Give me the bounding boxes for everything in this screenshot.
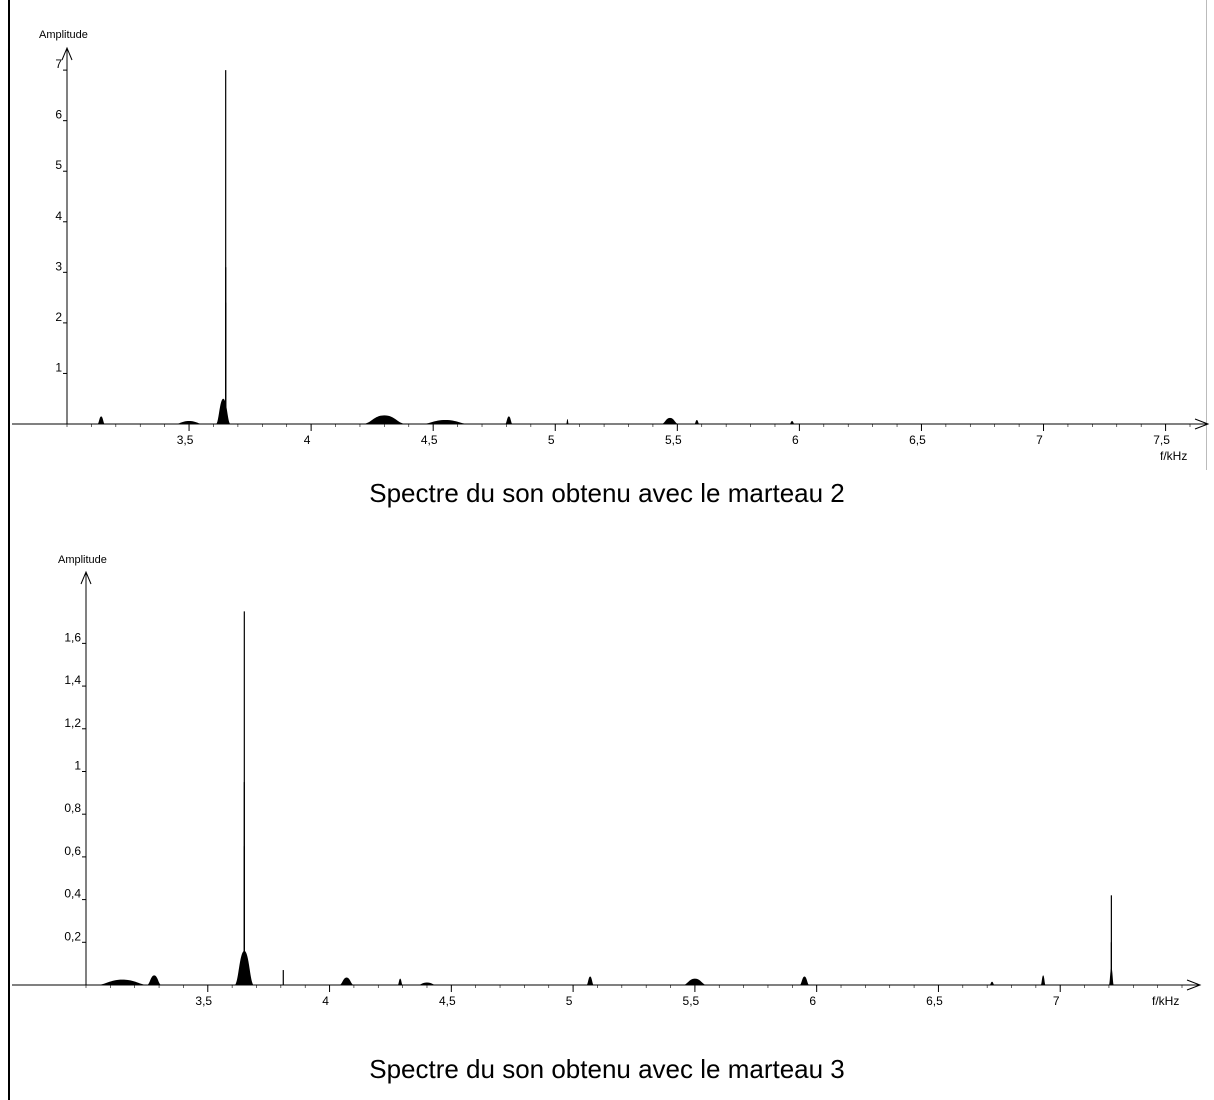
x-tick-label: 3,5 (195, 994, 212, 1008)
spectrum-chart-hammer-3: Amplitude f/kHz 3,5 4 4,5 5 5,5 6 6,5 7 0,2 0,4 0,6 0… (0, 540, 1214, 1025)
spectrum-bump (989, 981, 995, 985)
y-tick-label: 0,6 (64, 844, 81, 858)
spectrum-bump (789, 420, 795, 424)
y-tick-label: 4 (55, 209, 62, 223)
y-tick-label: 3 (55, 259, 62, 273)
spectrum-bump (339, 977, 354, 985)
x-tick-label: 7,5 (1153, 433, 1170, 447)
y-axis-arrow (61, 46, 73, 61)
spectrum-bump (566, 418, 569, 424)
y-tick-label: 5 (55, 158, 62, 172)
y-tick-label: 0,8 (64, 801, 81, 815)
spectrum-bump (97, 416, 105, 424)
page-border-right (1206, 0, 1207, 470)
spectrum-bump (362, 415, 407, 424)
spectrum-bump (661, 417, 679, 424)
y-tick-label: 1 (55, 360, 62, 374)
x-tick-label: 6,5 (909, 433, 926, 447)
y-tick-label: 1,4 (64, 673, 81, 687)
y-tick-label: 0,2 (64, 929, 81, 943)
x-tick-label: 4 (304, 433, 311, 447)
spectrum-bump (420, 419, 470, 424)
y-tick-label: 1,6 (64, 630, 81, 644)
spectrum-bump (694, 419, 700, 424)
x-axis-label: f/kHz (1160, 449, 1187, 463)
y-axis-label: Amplitude (58, 554, 107, 566)
x-tick-label: 6 (792, 433, 799, 447)
x-tick-label: 6 (809, 994, 816, 1008)
x-tick-label: 3,5 (177, 433, 194, 447)
spectrum-bump (397, 978, 403, 985)
spectrum-bump (417, 982, 437, 985)
y-tick-label: 7 (55, 57, 62, 71)
spectrum-bump (174, 420, 204, 424)
y-tick-label: 6 (55, 108, 62, 122)
y-axis-label: Amplitude (39, 29, 88, 41)
spectrum-bump (586, 976, 594, 985)
x-tick-label: 6,5 (926, 994, 943, 1008)
y-axis-arrow (80, 570, 92, 585)
spectrum-chart-svg: Amplitude f/kHz 3,5 4 4,5 5 5,5 6 6,5 7 7,5 1 2 3 4 5 6 7 (12, 29, 1210, 463)
x-tick-label: 4 (322, 994, 329, 1008)
spectrum-chart-hammer-2: Amplitude f/kHz 3,5 4 4,5 5 5,5 6 6,5 7 7,5 1 2 3 4 5 6 7 (0, 0, 1214, 470)
x-axis-arrow (1186, 979, 1202, 991)
spectrum-bump (215, 398, 231, 424)
spectrum-bump (682, 978, 708, 985)
x-tick-label: 5,5 (665, 433, 682, 447)
x-axis-label: f/kHz (1152, 994, 1179, 1008)
x-axis-arrow (1194, 418, 1210, 430)
x-tick-label: 5 (566, 994, 573, 1008)
x-tick-label: 4,5 (439, 994, 456, 1008)
x-tick-label: 7 (1053, 994, 1060, 1008)
x-tick-label: 4,5 (421, 433, 438, 447)
chart-caption-hammer-2: Spectre du son obtenu avec le marteau 2 (369, 478, 845, 508)
page-border-left (8, 0, 10, 1100)
x-tick-label: 5 (548, 433, 555, 447)
spectrum-bump (505, 416, 513, 424)
chart-caption-hammer-3: Spectre du son obtenu avec le marteau 3 (369, 1054, 845, 1084)
y-tick-label: 1 (74, 758, 81, 772)
x-tick-label: 7 (1036, 433, 1043, 447)
y-tick-label: 1,2 (64, 716, 81, 730)
spectrum-chart-svg: Amplitude f/kHz 3,5 4 4,5 5 5,5 6 6,5 7 0,2 0,4 0,6 0… (12, 554, 1202, 1008)
y-tick-label: 0,4 (64, 887, 81, 901)
spectrum-bump (146, 975, 162, 985)
x-tick-label: 5,5 (683, 994, 700, 1008)
spectrum-bump (1040, 975, 1046, 985)
spectrum-bump (799, 976, 810, 985)
spectrum-bump (95, 979, 150, 985)
y-tick-label: 2 (55, 310, 62, 324)
